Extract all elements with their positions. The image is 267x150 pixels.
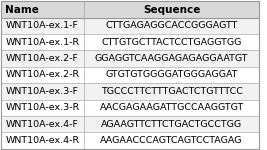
Text: AACGAGAAGATTGCCAAGGTGT: AACGAGAAGATTGCCAAGGTGT: [99, 103, 244, 112]
Bar: [1, 116, 84, 132]
Text: AAGAACCCAGTCAGTCCTAGAG: AAGAACCCAGTCAGTCCTAGAG: [100, 136, 243, 145]
Text: WNT10A-ex.3-R: WNT10A-ex.3-R: [5, 103, 80, 112]
Text: TGCCCTTCTTTGACTCTGTTTCC: TGCCCTTCTTTGACTCTGTTTCC: [101, 87, 242, 96]
Bar: [1, 34, 84, 50]
Bar: [1, 50, 84, 67]
Bar: [1, 18, 84, 34]
Text: WNT10A-ex.1-F: WNT10A-ex.1-F: [5, 21, 78, 30]
Bar: [1, 67, 84, 83]
Text: WNT10A-ex.4-F: WNT10A-ex.4-F: [5, 120, 78, 129]
Text: CTTGTGCTTACTCCTGAGGTGG: CTTGTGCTTACTCCTGAGGTGG: [101, 38, 242, 47]
Bar: [84, 100, 259, 116]
Bar: [84, 132, 259, 149]
Bar: [1, 100, 84, 116]
Bar: [1, 1, 84, 18]
Text: GTGTGTGGGGATGGGAGGAT: GTGTGTGGGGATGGGAGGAT: [105, 70, 238, 80]
Text: CTTGAGAGGCACCGGGAGTT: CTTGAGAGGCACCGGGAGTT: [105, 21, 238, 30]
Text: Sequence: Sequence: [143, 4, 200, 15]
Bar: [84, 116, 259, 132]
Bar: [84, 34, 259, 50]
Text: GGAGGTCAAGGAGAGAGGAATGT: GGAGGTCAAGGAGAGAGGAATGT: [95, 54, 248, 63]
Text: Name: Name: [5, 4, 39, 15]
Bar: [1, 83, 84, 100]
Text: AGAAGTTCTTCTGACTGCCTGG: AGAAGTTCTTCTGACTGCCTGG: [101, 120, 242, 129]
Bar: [84, 67, 259, 83]
Text: WNT10A-ex.2-F: WNT10A-ex.2-F: [5, 54, 78, 63]
Text: WNT10A-ex.3-F: WNT10A-ex.3-F: [5, 87, 78, 96]
Text: WNT10A-ex.2-R: WNT10A-ex.2-R: [5, 70, 79, 80]
Bar: [1, 132, 84, 149]
Bar: [84, 18, 259, 34]
Bar: [84, 1, 259, 18]
Text: WNT10A-ex.4-R: WNT10A-ex.4-R: [5, 136, 79, 145]
Bar: [84, 83, 259, 100]
Bar: [84, 50, 259, 67]
Text: WNT10A-ex.1-R: WNT10A-ex.1-R: [5, 38, 79, 47]
